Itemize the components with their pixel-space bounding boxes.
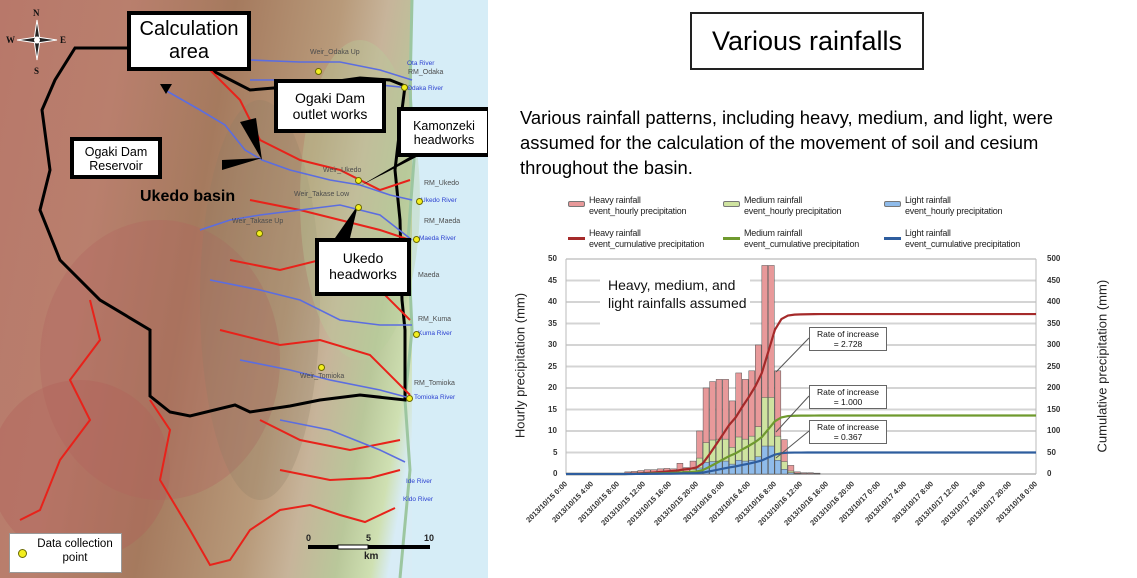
label-maeda-river: Maeda River <box>419 235 456 242</box>
map-legend: Data collection point <box>9 533 122 573</box>
y-tick-right: 250 <box>1047 361 1061 371</box>
callout-ukedo-headworks: Ukedo headworks <box>315 238 411 296</box>
label-tomioka-river: Tomioka River <box>414 394 456 401</box>
y-axis-title-right: Cumulative precipitation (mm) <box>1094 279 1110 453</box>
label-rm-ukedo: RM_Ukedo <box>424 180 460 187</box>
legend-medium-hourly: Medium rainfall event_hourly precipitatio… <box>723 195 842 217</box>
compass-e: E <box>60 35 67 45</box>
y-tick-left: 45 <box>548 275 557 285</box>
y-tick-right: 0 <box>1047 469 1052 478</box>
legend-heavy-cumulative: Heavy rainfall event_cumulative precipita… <box>568 228 704 250</box>
y-tick-right: 300 <box>1047 340 1061 349</box>
scale-tick-5: 5 <box>366 533 372 543</box>
data-point-icon <box>416 198 423 205</box>
rate-label-light: Rate of increase = 0.367 <box>809 420 887 444</box>
scale-tick-10: 10 <box>424 533 435 543</box>
section-title: Various rainfalls <box>690 12 924 70</box>
compass-n: N <box>33 8 40 18</box>
callout-ogaki-dam-outlet: Ogaki Dam outlet works <box>274 79 386 133</box>
callout-ogaki-reservoir: Ogaki Dam Reservoir <box>70 137 162 179</box>
data-point-icon <box>318 364 325 371</box>
rate-label-medium: Rate of increase = 1.000 <box>809 385 887 409</box>
data-point-icon <box>413 331 420 338</box>
y-tick-left: 20 <box>548 383 557 392</box>
legend-light-hourly: Light rainfall event_hourly precipitation <box>884 195 1003 217</box>
label-kuma-river: Kuma River <box>418 330 452 337</box>
chart-annotation: Heavy, medium, and light rainfalls assum… <box>608 277 747 311</box>
label-maeda: Maeda <box>418 272 440 279</box>
label-weir-tomioka: Weir_Tomioka <box>300 373 345 380</box>
y-tick-left: 40 <box>548 297 557 306</box>
y-tick-right: 50 <box>1047 447 1056 457</box>
data-point-icon <box>256 230 263 237</box>
compass-w: W <box>6 35 15 45</box>
y-axis-title-left: Hourly precipitation (mm) <box>512 292 528 439</box>
data-point-icon <box>406 395 413 402</box>
data-point-icon <box>355 177 362 184</box>
label-rm-maeda: RM_Maeda <box>424 218 461 225</box>
rate-label-heavy: Rate of increase = 2.728 <box>809 327 887 351</box>
y-tick-left: 5 <box>553 447 558 457</box>
data-point-icon <box>355 204 362 211</box>
compass-s: S <box>34 66 40 76</box>
swatch-light-bar <box>884 201 901 207</box>
sea-area <box>412 0 488 578</box>
y-tick-right: 450 <box>1047 275 1061 285</box>
callout-kamonzeki: Kamonzeki headworks <box>397 107 488 157</box>
y-tick-right: 400 <box>1047 297 1061 306</box>
y-tick-right: 100 <box>1047 426 1061 435</box>
label-weir-odaka-up: Weir_Odaka Up <box>310 49 360 56</box>
compass-rose-icon: N S W E <box>6 8 66 76</box>
label-ide-river: Ide River <box>406 478 433 485</box>
y-tick-right: 500 <box>1047 254 1061 263</box>
y-tick-right: 150 <box>1047 404 1061 414</box>
swatch-medium-line <box>723 237 740 240</box>
legend-light-cumulative: Light rainfall event_cumulative precipita… <box>884 228 1020 250</box>
scale-tick-0: 0 <box>306 533 312 543</box>
label-ota-river: Ota River <box>407 60 435 67</box>
scale-unit: km <box>364 551 379 562</box>
data-point-icon <box>18 549 27 558</box>
y-tick-left: 35 <box>548 318 557 328</box>
label-weir-takase-low: Weir_Takase Low <box>294 191 350 198</box>
legend-medium-cumulative: Medium rainfall event_cumulative precipit… <box>723 228 859 250</box>
callout-calculation-area: Calculation area <box>127 11 251 71</box>
swatch-light-line <box>884 237 901 240</box>
swatch-medium-bar <box>723 201 740 207</box>
y-tick-left: 50 <box>548 254 557 263</box>
label-weir-takase-up: Weir_Takase Up <box>232 218 284 225</box>
y-tick-right: 350 <box>1047 318 1061 328</box>
basin-label: Ukedo basin <box>140 188 236 205</box>
y-tick-left: 30 <box>548 340 557 349</box>
legend-label: Data collection point <box>37 538 113 564</box>
label-kido-river: Kido River <box>403 496 433 503</box>
legend-heavy-hourly: Heavy rainfall event_hourly precipitation <box>568 195 687 217</box>
data-point-icon <box>315 68 322 75</box>
swatch-heavy-line <box>568 237 585 240</box>
label-odaka-river: Odaka River <box>407 85 444 92</box>
y-tick-right: 200 <box>1047 383 1061 392</box>
y-tick-left: 25 <box>548 361 557 371</box>
description-text: Various rainfall patterns, including hea… <box>520 107 1053 178</box>
y-tick-left: 15 <box>548 404 557 414</box>
label-ukedo-river: Ukedo River <box>421 197 457 204</box>
label-rm-kuma: RM_Kuma <box>418 316 452 323</box>
label-rm-odaka: RM_Odaka <box>408 69 444 76</box>
y-tick-left: 0 <box>553 469 558 478</box>
y-tick-left: 10 <box>548 426 557 435</box>
basin-map: N S W E Calculation area Ogaki Dam outle… <box>0 0 488 578</box>
data-point-icon <box>401 84 408 91</box>
label-weir-ukedo: Weir_Ukedo <box>323 167 362 174</box>
swatch-heavy-bar <box>568 201 585 207</box>
label-rm-tomioka: RM_Tomioka <box>414 380 455 387</box>
data-point-icon <box>413 236 420 243</box>
